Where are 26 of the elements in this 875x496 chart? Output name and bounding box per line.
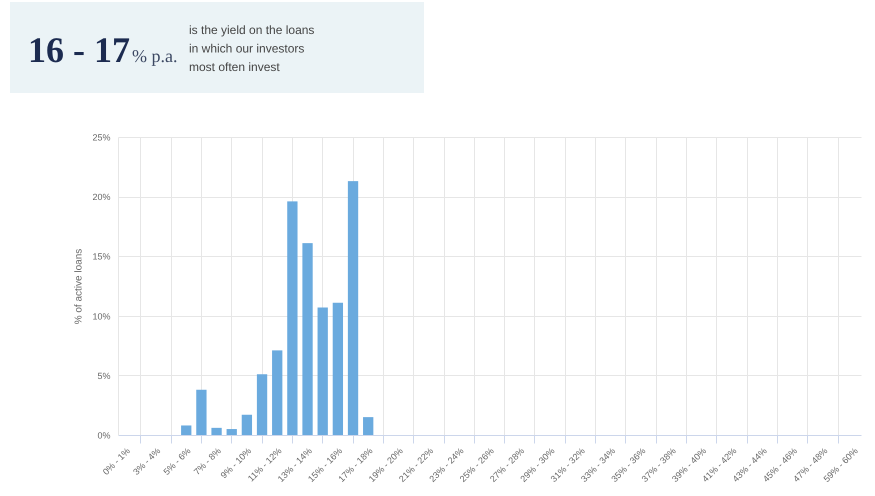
bar bbox=[332, 302, 344, 435]
bar bbox=[272, 350, 282, 435]
bar bbox=[287, 201, 298, 435]
x-tick-label: 5% - 6% bbox=[161, 446, 193, 477]
y-tick-label: 5% bbox=[97, 370, 110, 381]
bar bbox=[242, 414, 252, 435]
text: 16 - 17 bbox=[28, 30, 130, 70]
bar bbox=[302, 243, 313, 435]
bar bbox=[363, 417, 374, 435]
bar bbox=[211, 428, 222, 435]
x-tick-label: 3% - 4% bbox=[131, 446, 162, 477]
bar bbox=[226, 429, 237, 435]
bar bbox=[348, 181, 358, 435]
y-tick-label: 20% bbox=[92, 192, 110, 202]
text: % p.a. bbox=[132, 46, 178, 66]
y-tick-label: 15% bbox=[92, 252, 110, 262]
y-tick-label: 25% bbox=[92, 132, 110, 142]
y-axis-title: % of active loans bbox=[73, 248, 84, 324]
bar bbox=[181, 425, 192, 435]
y-tick-label: 0% bbox=[97, 430, 110, 440]
bar bbox=[318, 307, 328, 435]
y-tick-label: 10% bbox=[92, 311, 110, 322]
x-tick-label: 0% - 1% bbox=[100, 446, 132, 477]
bar bbox=[196, 390, 207, 435]
bar bbox=[256, 374, 268, 435]
text: is the yield on the loans in which our investors most often invest bbox=[189, 23, 314, 74]
